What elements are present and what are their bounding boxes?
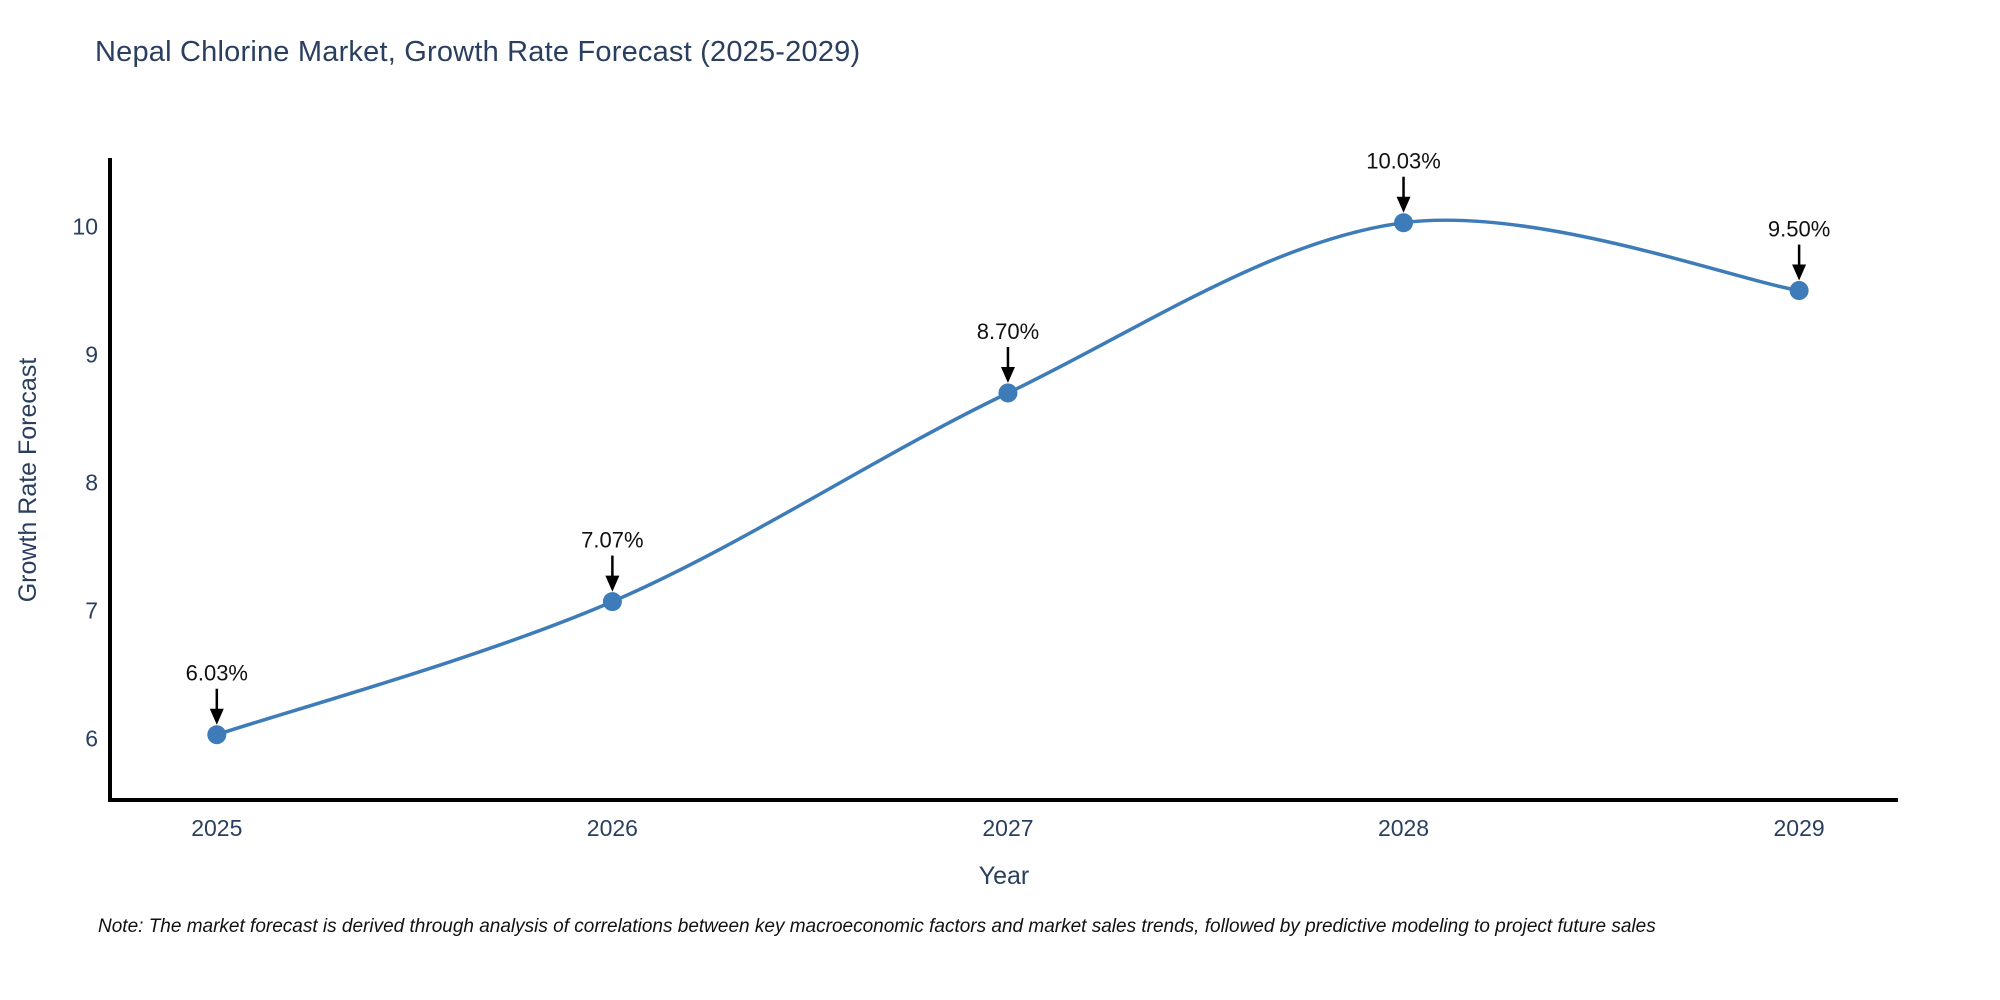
y-tick-label: 7 bbox=[85, 598, 98, 624]
x-tick-label: 2029 bbox=[1774, 815, 1825, 841]
forecast-line bbox=[215, 218, 1801, 737]
x-tick-label: 2026 bbox=[587, 815, 638, 841]
y-tick-label: 9 bbox=[85, 342, 98, 368]
annotation-arrow-head bbox=[605, 575, 620, 592]
data-point-marker bbox=[1394, 213, 1414, 233]
data-point-marker bbox=[207, 725, 227, 745]
annotation-arrow-head bbox=[209, 708, 224, 725]
annotation-arrow-head bbox=[1396, 196, 1411, 213]
data-point-marker bbox=[602, 592, 622, 612]
data-point-marker bbox=[1789, 281, 1809, 301]
y-tick-label: 8 bbox=[85, 470, 98, 496]
y-tick-label: 6 bbox=[85, 726, 98, 752]
chart-title: Nepal Chlorine Market, Growth Rate Forec… bbox=[95, 36, 861, 68]
y-axis-title: Growth Rate Forecast bbox=[14, 358, 42, 603]
data-point-label: 6.03% bbox=[186, 661, 248, 686]
annotation-arrow-head bbox=[1792, 264, 1807, 281]
data-point-label: 9.50% bbox=[1768, 217, 1830, 242]
x-tick-label: 2028 bbox=[1378, 815, 1429, 841]
x-tick-label: 2027 bbox=[982, 815, 1033, 841]
footnote-text: Note: The market forecast is derived thr… bbox=[98, 916, 1656, 937]
y-tick-label: 10 bbox=[72, 214, 98, 240]
data-point-marker bbox=[998, 383, 1018, 403]
x-axis-title: Year bbox=[979, 862, 1030, 890]
data-point-label: 8.70% bbox=[977, 319, 1039, 344]
annotation-arrow-head bbox=[1000, 366, 1015, 383]
data-point-label: 10.03% bbox=[1366, 149, 1441, 174]
data-point-label: 7.07% bbox=[581, 528, 643, 553]
x-tick-label: 2025 bbox=[191, 815, 242, 841]
